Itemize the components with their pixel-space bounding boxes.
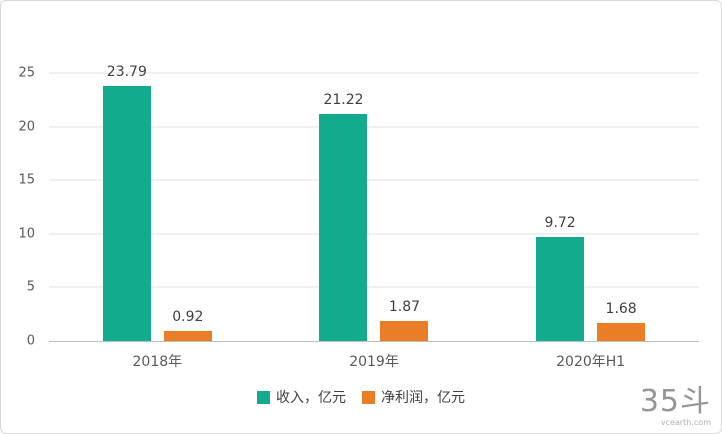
revenue-bar — [319, 113, 368, 341]
x-axis-labels: 2018年 2019年 2020年H1 — [49, 351, 699, 371]
y-axis-ticks: 0 5 10 15 20 25 — [1, 66, 41, 349]
gridline — [49, 72, 699, 74]
legend-item: 收入，亿元 — [257, 387, 346, 407]
watermark: 35斗 vcearth.com — [640, 387, 711, 427]
y-tick-label: 25 — [18, 65, 35, 81]
bar-value-label: 23.79 — [106, 63, 147, 80]
bar-wrap: 0.92 — [163, 73, 212, 341]
legend: 收入，亿元 净利润，亿元 — [1, 387, 721, 407]
x-axis-label: 2018年 — [132, 354, 183, 370]
y-tick-label: 15 — [18, 172, 35, 188]
bar-wrap: 9.72 — [536, 73, 585, 341]
gridline — [49, 286, 699, 288]
bar-group: 9.72 1.68 — [536, 73, 646, 341]
y-tick-label: 5 — [26, 279, 35, 295]
watermark-logo: 35斗 — [639, 384, 711, 419]
bar-wrap: 1.87 — [380, 73, 429, 341]
bar-wrap: 21.22 — [319, 73, 368, 341]
y-tick-label: 10 — [18, 226, 35, 242]
revenue-bar — [102, 85, 151, 341]
bar-wrap: 1.68 — [597, 73, 646, 341]
legend-swatch-icon — [362, 390, 375, 404]
bar-value-label: 0.92 — [172, 309, 204, 326]
legend-label: 净利润，亿元 — [381, 390, 465, 406]
gridlines — [49, 72, 699, 341]
bar-value-label: 9.72 — [544, 214, 576, 231]
legend-swatch-icon — [257, 390, 270, 404]
legend-label: 收入，亿元 — [276, 390, 346, 406]
net-profit-bar — [163, 331, 212, 341]
gridline — [49, 179, 699, 181]
bars-container: 23.79 0.92 21.22 1.87 9.72 1.68 — [49, 64, 699, 341]
bar-wrap: 23.79 — [102, 64, 151, 341]
net-profit-bar — [380, 320, 429, 341]
revenue-bar — [536, 236, 585, 341]
bar-value-label: 1.87 — [388, 298, 421, 315]
y-tick-label: 0 — [26, 333, 35, 349]
watermark-url: vcearth.com — [660, 418, 711, 427]
x-axis-label: 2020年H1 — [556, 354, 626, 370]
bar-group: 21.22 1.87 — [319, 73, 429, 341]
y-tick-label: 20 — [18, 119, 35, 135]
plot-area: 23.79 0.92 21.22 1.87 9.72 1.68 — [49, 64, 699, 342]
gridline — [49, 233, 699, 235]
legend-item: 净利润，亿元 — [362, 387, 465, 407]
bar-value-label: 1.68 — [605, 301, 637, 317]
gridline — [49, 126, 699, 128]
x-axis-label: 2019年 — [349, 354, 399, 370]
net-profit-bar — [597, 323, 646, 341]
bar-value-label: 21.22 — [323, 91, 364, 108]
bar-group: 23.79 0.92 — [102, 64, 212, 341]
